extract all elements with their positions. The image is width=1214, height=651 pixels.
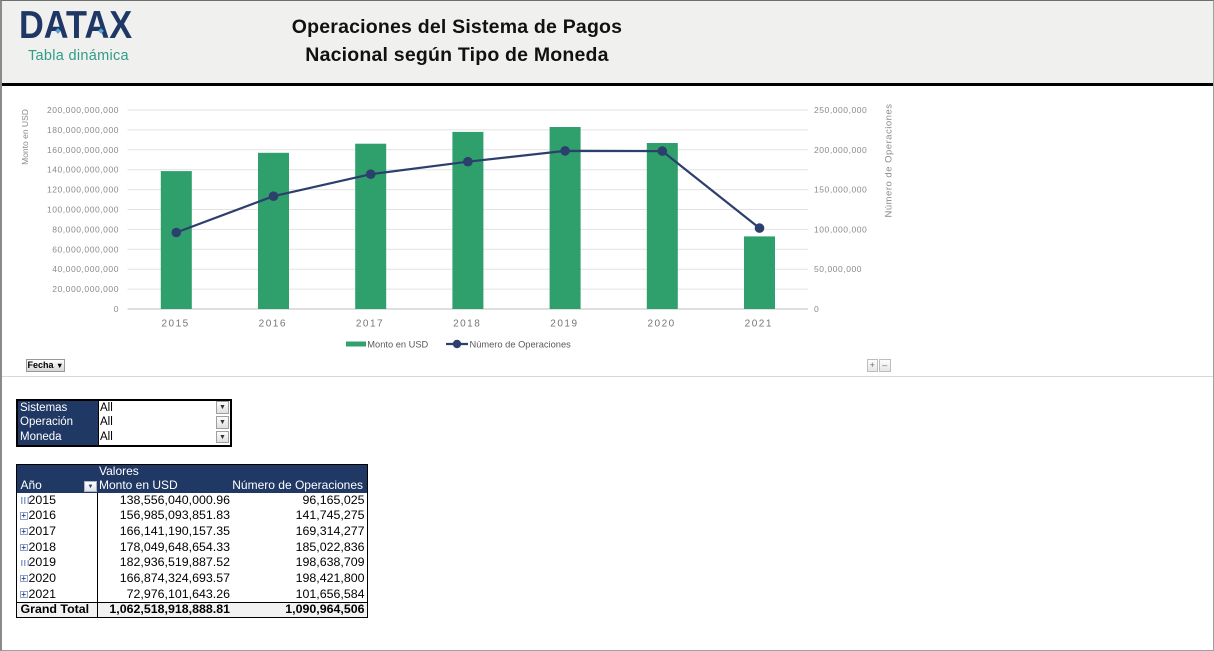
svg-text:120,000,000,000: 120,000,000,000 (47, 185, 119, 195)
svg-text:0: 0 (814, 304, 819, 314)
svg-text:20,000,000,000: 20,000,000,000 (52, 284, 119, 294)
svg-text:140,000,000,000: 140,000,000,000 (47, 165, 119, 175)
svg-text:2020: 2020 (647, 319, 675, 330)
svg-text:80,000,000,000: 80,000,000,000 (52, 224, 119, 234)
svg-text:180,000,000,000: 180,000,000,000 (47, 125, 119, 135)
svg-text:200,000,000: 200,000,000 (814, 145, 867, 155)
svg-text:Monto en USD: Monto en USD (367, 340, 428, 350)
svg-text:2016: 2016 (259, 319, 287, 330)
svg-text:2017: 2017 (356, 319, 384, 330)
svg-text:160,000,000,000: 160,000,000,000 (47, 145, 119, 155)
svg-text:100,000,000: 100,000,000 (814, 224, 867, 234)
svg-text:60,000,000,000: 60,000,000,000 (52, 244, 119, 254)
svg-text:2018: 2018 (453, 319, 481, 330)
svg-text:200,000,000,000: 200,000,000,000 (47, 105, 119, 115)
svg-text:Número de Operaciones: Número de Operaciones (470, 340, 572, 350)
svg-text:40,000,000,000: 40,000,000,000 (52, 264, 119, 274)
svg-text:2015: 2015 (161, 319, 189, 330)
svg-text:2019: 2019 (550, 319, 578, 330)
svg-text:2021: 2021 (745, 319, 773, 330)
svg-text:50,000,000: 50,000,000 (814, 264, 862, 274)
svg-text:150,000,000: 150,000,000 (814, 185, 867, 195)
svg-text:Monto en USD: Monto en USD (20, 109, 30, 165)
svg-text:Número de Operaciones: Número de Operaciones (884, 104, 895, 218)
svg-text:0: 0 (114, 304, 119, 314)
svg-text:250,000,000: 250,000,000 (814, 105, 867, 115)
svg-text:100,000,000,000: 100,000,000,000 (47, 205, 119, 215)
